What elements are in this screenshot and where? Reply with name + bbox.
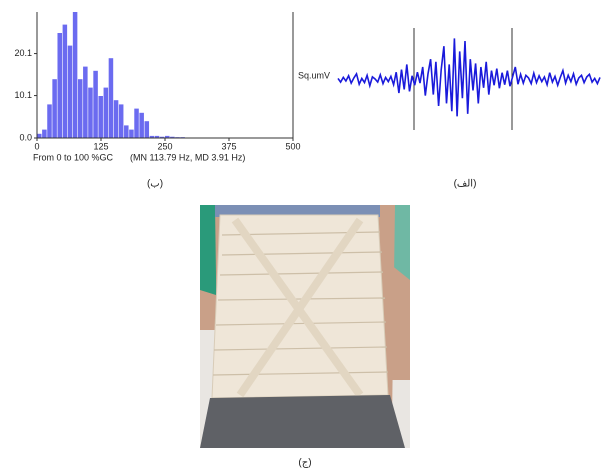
bar <box>134 109 139 138</box>
y-tick-label: 0.0 <box>19 132 32 142</box>
x-tick-label: 250 <box>157 141 172 151</box>
caption: From 0 to 100 %GC <box>33 152 114 162</box>
figure: 0.0 10.1 20.1 0 125 250 375 500 From 0 to 100 %G… <box>0 0 602 475</box>
y-axis-label: Sq.umV <box>298 70 330 80</box>
bar <box>47 104 52 138</box>
bar <box>83 67 88 138</box>
bar <box>88 88 93 138</box>
bar <box>124 125 129 138</box>
subfigure-label: (ج) <box>298 458 311 469</box>
y-tick-label: 10.1 <box>14 90 32 100</box>
bar <box>114 100 119 138</box>
x-tick-label: 0 <box>34 141 39 151</box>
subfigure-label: (الف) <box>454 179 477 190</box>
bar <box>98 96 103 138</box>
bar <box>37 134 42 138</box>
page: {"chart_data": [ {"type": "histogram", "… <box>0 0 602 475</box>
y-tick-label: 20.1 <box>14 48 32 58</box>
x-tick-label: 500 <box>285 141 300 151</box>
stats: (MN 113.79 Hz, MD 3.91 Hz) <box>130 152 245 162</box>
signal-line <box>338 38 600 116</box>
photo <box>200 205 410 448</box>
bar <box>68 46 73 138</box>
bar <box>42 130 47 138</box>
bar <box>119 104 124 138</box>
bar <box>104 88 109 138</box>
bar <box>63 25 68 138</box>
bar <box>139 113 144 138</box>
bar <box>57 33 62 138</box>
bar <box>78 79 83 138</box>
bar <box>129 130 134 138</box>
bar <box>109 58 114 138</box>
bar <box>93 71 98 138</box>
bar <box>52 79 57 138</box>
bar <box>73 12 78 138</box>
subfigure-label: (ب) <box>147 179 163 190</box>
x-tick-label: 375 <box>221 141 236 151</box>
bar <box>145 121 150 138</box>
x-tick-label: 125 <box>93 141 108 151</box>
